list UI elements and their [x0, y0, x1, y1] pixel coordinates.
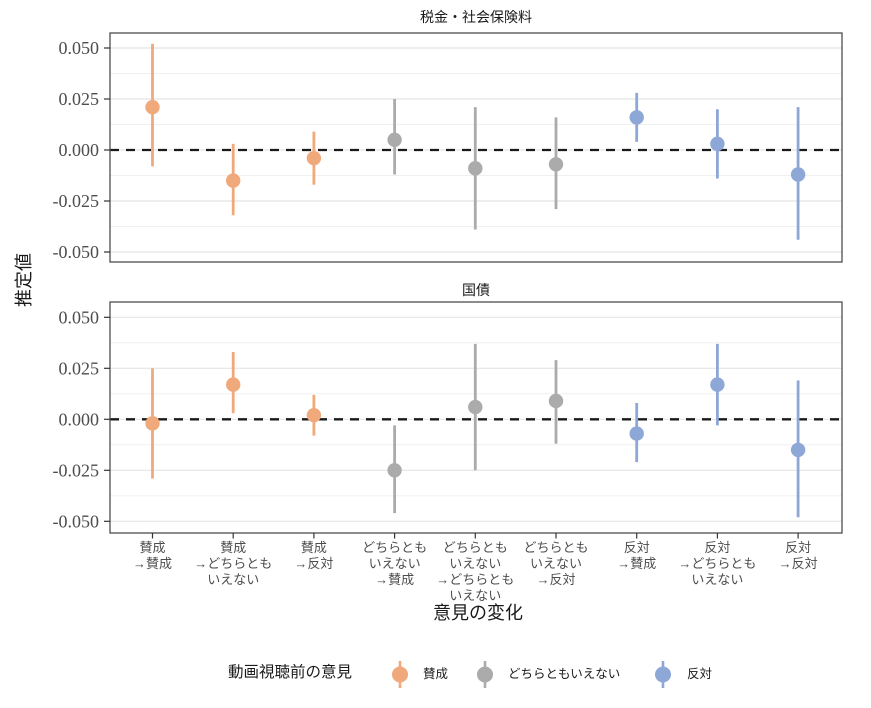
y-tick-label: 0.050	[59, 38, 100, 58]
point-estimate	[629, 110, 644, 125]
legend-item: 反対	[655, 661, 712, 688]
facet-title: 国債	[462, 282, 490, 298]
x-tick-label: 賛成→賛成	[133, 540, 172, 571]
facet-panel: 0.050 0.025 0.000 -0.025 -0.050 国債	[53, 282, 843, 534]
y-tick-label: -0.025	[53, 191, 100, 211]
point-estimate	[629, 426, 644, 441]
x-tick-label: 反対→どちらともいえない	[678, 540, 756, 587]
legend-label: 賛成	[423, 667, 448, 681]
x-axis: 賛成→賛成賛成→どちらともいえない賛成→反対どちらともいえない→賛成どちらともい…	[133, 533, 818, 603]
point-estimate	[468, 399, 483, 415]
x-axis-title: 意見の変化	[433, 603, 523, 623]
x-tick-label: 反対→反対	[779, 540, 818, 571]
y-tick-label: 0.000	[59, 140, 100, 160]
x-tick-label: どちらともいえない→どちらともいえない	[436, 540, 514, 603]
legend-label: 反対	[687, 667, 712, 681]
x-tick-label: どちらともいえない→賛成	[362, 540, 427, 587]
legend: 動画視聴前の意見 賛成 どちらともいえない 反対	[228, 661, 712, 688]
point-estimate	[548, 157, 564, 172]
legend-label: どちらともいえない	[508, 667, 620, 681]
panel-border	[109, 32, 843, 263]
point-estimate	[226, 173, 241, 188]
point-estimate	[226, 377, 241, 392]
y-axis-title: 推定値	[14, 253, 34, 307]
x-tick-label: 反対→賛成	[617, 540, 656, 571]
legend-key-point	[655, 666, 671, 683]
panel-border	[109, 301, 843, 534]
x-tick-label: 賛成→どちらともいえない	[194, 540, 272, 587]
point-estimate	[306, 150, 322, 166]
legend-item: 賛成	[392, 661, 448, 688]
point-estimate	[145, 416, 160, 431]
point-estimate	[710, 136, 725, 152]
legend-title: 動画視聴前の意見	[228, 662, 352, 681]
point-estimate	[790, 167, 806, 182]
point-estimate	[387, 463, 402, 478]
legend-item: どちらともいえない	[477, 661, 620, 688]
y-tick-label: 0.025	[59, 89, 100, 109]
point-estimate	[790, 442, 806, 458]
facet-panel: 0.050 0.025 0.000 -0.025 -0.050 税金・社会保険料	[53, 9, 843, 263]
point-estimate	[548, 393, 564, 409]
x-tick-label: どちらともいえない→反対	[523, 540, 588, 587]
point-estimate	[145, 99, 160, 115]
legend-key-point	[392, 666, 408, 683]
y-tick-label: -0.050	[53, 242, 100, 262]
facet-title: 税金・社会保険料	[420, 9, 532, 25]
point-estimate	[468, 161, 483, 176]
point-estimate	[306, 408, 322, 423]
x-tick-label: 賛成→反対	[294, 540, 333, 571]
y-tick-label: -0.050	[53, 511, 100, 531]
point-estimate	[710, 377, 725, 392]
point-estimate	[387, 132, 402, 147]
y-tick-label: -0.025	[53, 460, 100, 480]
y-tick-label: 0.050	[59, 307, 100, 327]
legend-key-point	[477, 666, 493, 683]
y-tick-label: 0.025	[59, 358, 100, 378]
y-tick-label: 0.000	[59, 409, 100, 429]
